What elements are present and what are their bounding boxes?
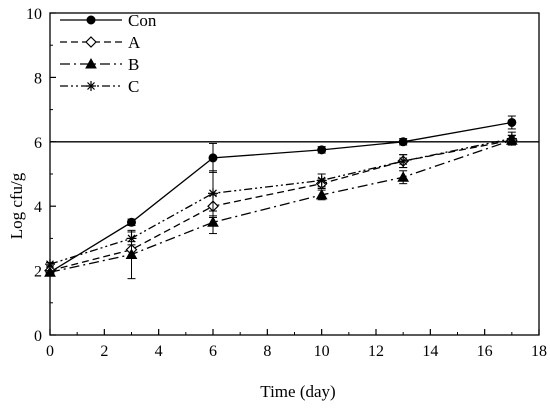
x-tick-label: 6	[209, 343, 217, 360]
legend-label: B	[128, 55, 139, 74]
marker-point	[507, 117, 517, 127]
x-tick-label: 16	[477, 343, 493, 360]
legend-label: Con	[128, 11, 157, 30]
asterisk-stroke	[317, 176, 326, 185]
y-tick-label: 0	[34, 328, 42, 345]
asterisk-stroke	[87, 82, 95, 90]
asterisk-stroke	[127, 234, 136, 243]
marker-point	[208, 188, 218, 199]
y-axis-title: Log cfu/g	[7, 172, 26, 239]
legend-item-b: B	[60, 55, 139, 74]
x-tick-label: 10	[314, 343, 330, 360]
x-axis-title: Time (day)	[260, 382, 335, 401]
marker-point	[398, 137, 408, 147]
asterisk-stroke	[399, 157, 408, 166]
legend-item-con: Con	[60, 11, 157, 30]
marker-point	[86, 15, 96, 25]
x-tick-label: 14	[422, 343, 438, 360]
x-tick-label: 12	[368, 343, 384, 360]
legend-label: C	[128, 77, 139, 96]
marker-point	[315, 188, 328, 200]
marker-point	[85, 57, 97, 69]
x-tick-label: 18	[531, 343, 547, 360]
y-tick-label: 6	[34, 135, 42, 152]
y-tick-label: 4	[34, 199, 42, 216]
marker-point	[317, 145, 327, 155]
asterisk-stroke	[209, 189, 217, 198]
marker-point	[85, 36, 97, 48]
series-b	[44, 134, 518, 280]
marker-point	[45, 259, 55, 270]
legend-item-a: A	[60, 33, 141, 52]
x-tick-label: 2	[100, 343, 108, 360]
x-tick-label: 0	[46, 343, 54, 360]
x-tick-label: 8	[263, 343, 271, 360]
asterisk-stroke	[46, 260, 54, 269]
series-c	[45, 131, 517, 270]
legend-item-c: C	[60, 77, 139, 96]
y-tick-label: 2	[34, 264, 42, 281]
marker-point	[506, 133, 517, 144]
asterisk-stroke	[507, 134, 516, 143]
legend-label: A	[128, 33, 141, 52]
series-line	[49, 139, 513, 273]
marker-point	[207, 216, 219, 227]
x-tick-label: 4	[155, 343, 163, 360]
series-line	[49, 121, 512, 273]
marker-point	[44, 266, 56, 277]
marker-point	[397, 171, 410, 182]
marker-point	[316, 175, 327, 186]
series-con	[45, 115, 517, 277]
marker-point	[86, 81, 96, 91]
plot-frame	[49, 12, 540, 336]
marker-point	[127, 217, 136, 227]
y-tick-label: 10	[26, 6, 42, 23]
y-tick-label: 8	[34, 70, 42, 87]
series-line	[49, 137, 512, 265]
marker-point	[208, 153, 218, 163]
marker-point	[398, 156, 409, 167]
marker-point	[125, 248, 138, 259]
marker-point	[126, 233, 137, 244]
